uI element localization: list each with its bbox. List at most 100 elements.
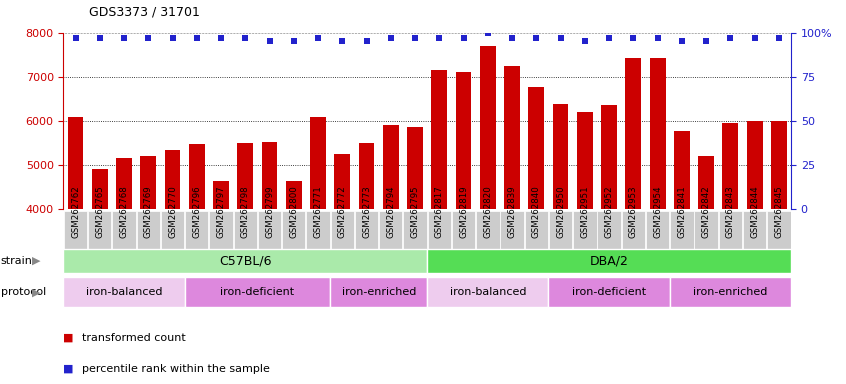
Bar (310, 117, 326, 384)
Bar (185, 211, 208, 271)
Bar (431, 70, 448, 384)
Point (118, 35, 131, 41)
Text: iron-enriched: iron-enriched (342, 287, 416, 298)
Point (214, 35, 228, 41)
Point (772, 35, 786, 41)
Point (627, 35, 640, 41)
Bar (116, 159, 132, 384)
Point (700, 38, 713, 45)
Point (263, 38, 277, 45)
Text: GSM262950: GSM262950 (556, 185, 565, 238)
Bar (452, 211, 475, 271)
Bar (92, 169, 107, 384)
Bar (767, 211, 790, 271)
Bar (529, 86, 544, 384)
Text: iron-deficient: iron-deficient (572, 287, 646, 298)
Bar (625, 58, 641, 384)
Text: GSM262796: GSM262796 (192, 185, 201, 238)
Bar (670, 277, 791, 308)
Bar (258, 211, 281, 271)
Bar (548, 277, 670, 308)
Bar (286, 181, 302, 384)
Bar (189, 144, 205, 384)
Point (723, 35, 737, 41)
Bar (501, 211, 524, 271)
Bar (137, 211, 160, 271)
Point (141, 35, 155, 41)
Bar (261, 142, 277, 384)
Point (69, 35, 82, 41)
Bar (63, 277, 184, 308)
Bar (476, 211, 499, 271)
Text: iron-balanced: iron-balanced (449, 287, 526, 298)
Bar (379, 211, 403, 271)
Bar (525, 211, 548, 271)
Point (578, 38, 591, 45)
Bar (622, 211, 645, 271)
Text: transformed count: transformed count (82, 333, 186, 343)
Text: GSM262769: GSM262769 (144, 185, 153, 238)
Bar (427, 249, 791, 273)
Point (287, 38, 300, 45)
Bar (574, 211, 596, 271)
Text: GSM262820: GSM262820 (483, 185, 492, 238)
Bar (233, 211, 257, 271)
Text: GSM262762: GSM262762 (71, 185, 80, 238)
Bar (161, 211, 184, 271)
Text: GSM262843: GSM262843 (726, 185, 735, 238)
Text: GDS3373 / 31701: GDS3373 / 31701 (89, 5, 200, 18)
Bar (698, 156, 714, 384)
Point (190, 35, 204, 41)
Bar (331, 211, 354, 271)
Point (602, 35, 616, 41)
Bar (427, 277, 548, 308)
Text: iron-deficient: iron-deficient (221, 287, 294, 298)
Text: GSM262799: GSM262799 (265, 185, 274, 238)
Bar (283, 211, 305, 271)
Point (651, 35, 664, 41)
Text: GSM262794: GSM262794 (387, 185, 395, 238)
Text: GSM262953: GSM262953 (629, 185, 638, 238)
Bar (63, 249, 427, 273)
Text: GSM262800: GSM262800 (289, 185, 299, 238)
Bar (719, 211, 742, 271)
Bar (646, 211, 669, 271)
Bar (771, 121, 787, 384)
Text: ▶: ▶ (32, 256, 41, 266)
Point (530, 35, 543, 41)
Bar (552, 104, 569, 384)
Text: DBA/2: DBA/2 (590, 255, 629, 268)
Bar (184, 277, 330, 308)
Text: GSM262952: GSM262952 (605, 185, 613, 238)
Point (311, 35, 325, 41)
Bar (428, 211, 451, 271)
Bar (650, 58, 666, 384)
Bar (407, 127, 423, 384)
Text: GSM262951: GSM262951 (580, 185, 590, 238)
Bar (165, 150, 180, 384)
Bar (480, 46, 496, 384)
Text: GSM262771: GSM262771 (314, 185, 322, 238)
Bar (68, 117, 84, 384)
Bar (577, 112, 593, 384)
Point (481, 30, 495, 36)
Text: GSM262841: GSM262841 (678, 185, 686, 238)
Bar (504, 66, 520, 384)
Bar (88, 211, 112, 271)
Text: GSM262770: GSM262770 (168, 185, 177, 238)
Text: GSM262839: GSM262839 (508, 185, 517, 238)
Point (166, 35, 179, 41)
Text: iron-balanced: iron-balanced (85, 287, 162, 298)
Text: GSM262817: GSM262817 (435, 185, 444, 238)
Bar (238, 143, 253, 384)
Text: GSM262844: GSM262844 (750, 185, 759, 238)
Point (748, 35, 761, 41)
Bar (334, 154, 350, 384)
Text: GSM262772: GSM262772 (338, 185, 347, 238)
Point (239, 35, 252, 41)
Point (432, 35, 446, 41)
Text: C57BL/6: C57BL/6 (219, 255, 272, 268)
Text: ■: ■ (63, 364, 74, 374)
Text: GSM262797: GSM262797 (217, 185, 226, 238)
Bar (456, 73, 471, 384)
